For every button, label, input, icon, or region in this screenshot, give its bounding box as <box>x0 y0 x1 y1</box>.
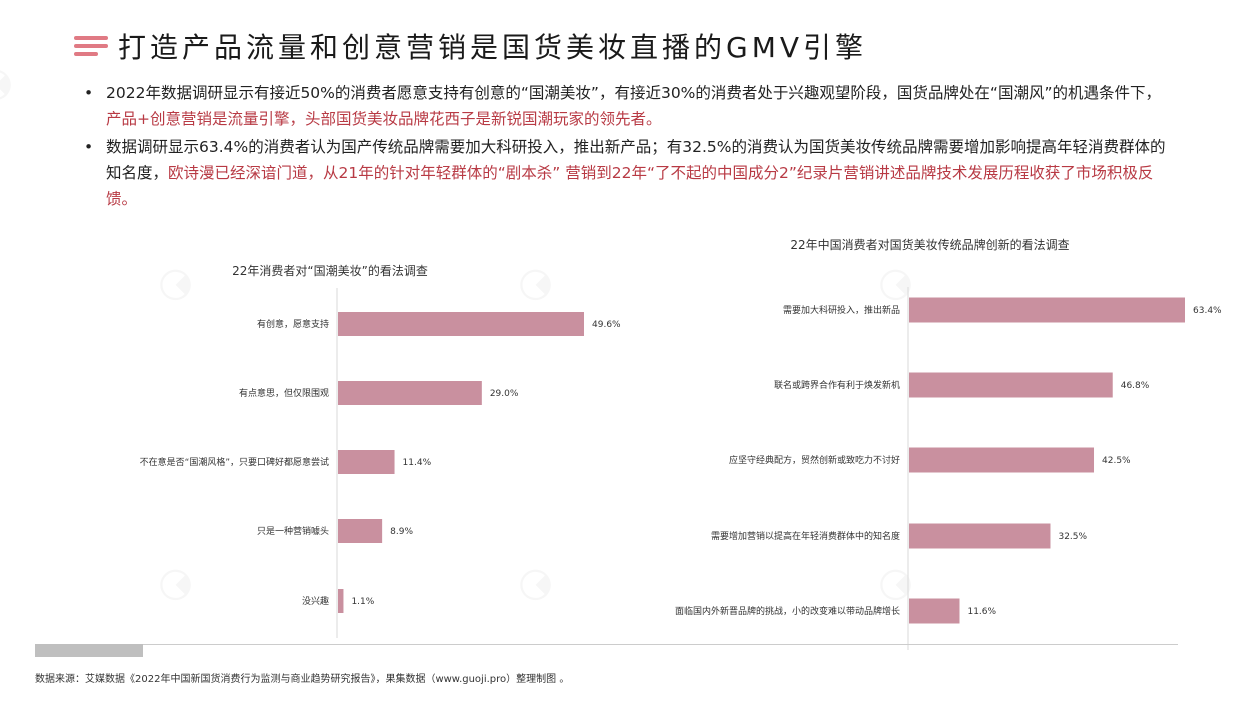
bar <box>338 589 344 613</box>
category-label: 需要加大科研投入，推出新品 <box>783 304 900 316</box>
data-label: 49.6% <box>592 320 621 330</box>
data-label: 63.4% <box>1193 306 1222 316</box>
data-source-note: 数据来源：艾媒数据《2022年中国新国货消费行为监测与商业趋势研究报告》，果集数… <box>35 674 570 685</box>
bar <box>338 312 584 336</box>
category-label: 有创意，愿意支持 <box>257 318 329 330</box>
bar <box>909 447 1095 473</box>
data-label: 11.4% <box>403 458 432 468</box>
category-label: 有点意思，但仅限围观 <box>239 387 329 399</box>
chart-2-title: 22年中国消费者对国货美妆传统品牌创新的看法调查 <box>790 238 1070 252</box>
data-label: 8.9% <box>390 527 413 537</box>
category-label: 不在意是否“国潮风格”，只要口碑好都愿意尝试 <box>140 456 329 468</box>
data-label: 1.1% <box>351 597 374 607</box>
scrollbar-thumb[interactable] <box>35 644 143 657</box>
bar <box>909 523 1051 549</box>
page-title: 打造产品流量和创意营销是国货美妆直播的GMV引擎 <box>118 31 868 64</box>
data-label: 11.6% <box>967 607 996 617</box>
bullet-highlight: 产品+创意营销是流量引擎，头部国货美妆品牌花西子是新锐国潮玩家的领先者。 <box>106 110 662 128</box>
bar <box>909 297 1185 323</box>
bar <box>338 519 383 543</box>
bullet-text: 数据调研显示63.4%的消费者认为国产传统品牌需要加大科研投入，推出新产品；有3… <box>106 138 1166 182</box>
scrollbar-track[interactable] <box>35 644 1178 645</box>
bar <box>909 598 960 624</box>
bullet-item-1: 2022年数据调研显示有接近50%的消费者愿意支持有创意的“国潮美妆”，有接近3… <box>84 80 1174 132</box>
bar <box>338 450 395 474</box>
chart-1: 有创意，愿意支持 49.6% 有点意思，但仅限围观 29.0% 不在意是否“国潮风格”，… <box>140 288 621 638</box>
category-label: 联名或跨界合作有利于焕发新机 <box>774 379 900 391</box>
bar <box>338 381 482 405</box>
chart-1-title: 22年消费者对“国潮美妆”的看法调查 <box>232 264 428 278</box>
menu-lines-icon <box>74 36 108 56</box>
page-header: 打造产品流量和创意营销是国货美妆直播的GMV引擎 <box>74 26 867 66</box>
bullet-highlight: 欧诗漫已经深谙门道，从21年的针对年轻群体的“剧本杀” 营销到22年“了不起的中… <box>106 164 1154 208</box>
category-label: 只是一种营销噱头 <box>257 525 329 537</box>
bullet-text: 2022年数据调研显示有接近50%的消费者愿意支持有创意的“国潮美妆”，有接近3… <box>106 84 1161 102</box>
category-label: 需要增加营销以提高在年轻消费群体中的知名度 <box>711 530 900 542</box>
data-label: 42.5% <box>1102 456 1131 466</box>
category-label: 没兴趣 <box>302 595 329 607</box>
data-label: 46.8% <box>1121 381 1150 391</box>
category-label: 应坚守经典配方，贸然创新或致吃力不讨好 <box>729 454 900 466</box>
category-label: 面临国内外新晋品牌的挑战，小的改变难以带动品牌增长 <box>675 605 900 617</box>
bullet-item-2: 数据调研显示63.4%的消费者认为国产传统品牌需要加大科研投入，推出新产品；有3… <box>84 134 1174 212</box>
chart-2: 需要加大科研投入，推出新品 63.4% 联名或跨界合作有利于焕发新机 46.8% 应坚守… <box>675 287 1222 650</box>
data-label: 29.0% <box>490 389 519 399</box>
bullet-list: 2022年数据调研显示有接近50%的消费者愿意支持有创意的“国潮美妆”，有接近3… <box>84 80 1174 214</box>
bar <box>909 372 1113 398</box>
data-label: 32.5% <box>1058 532 1087 542</box>
